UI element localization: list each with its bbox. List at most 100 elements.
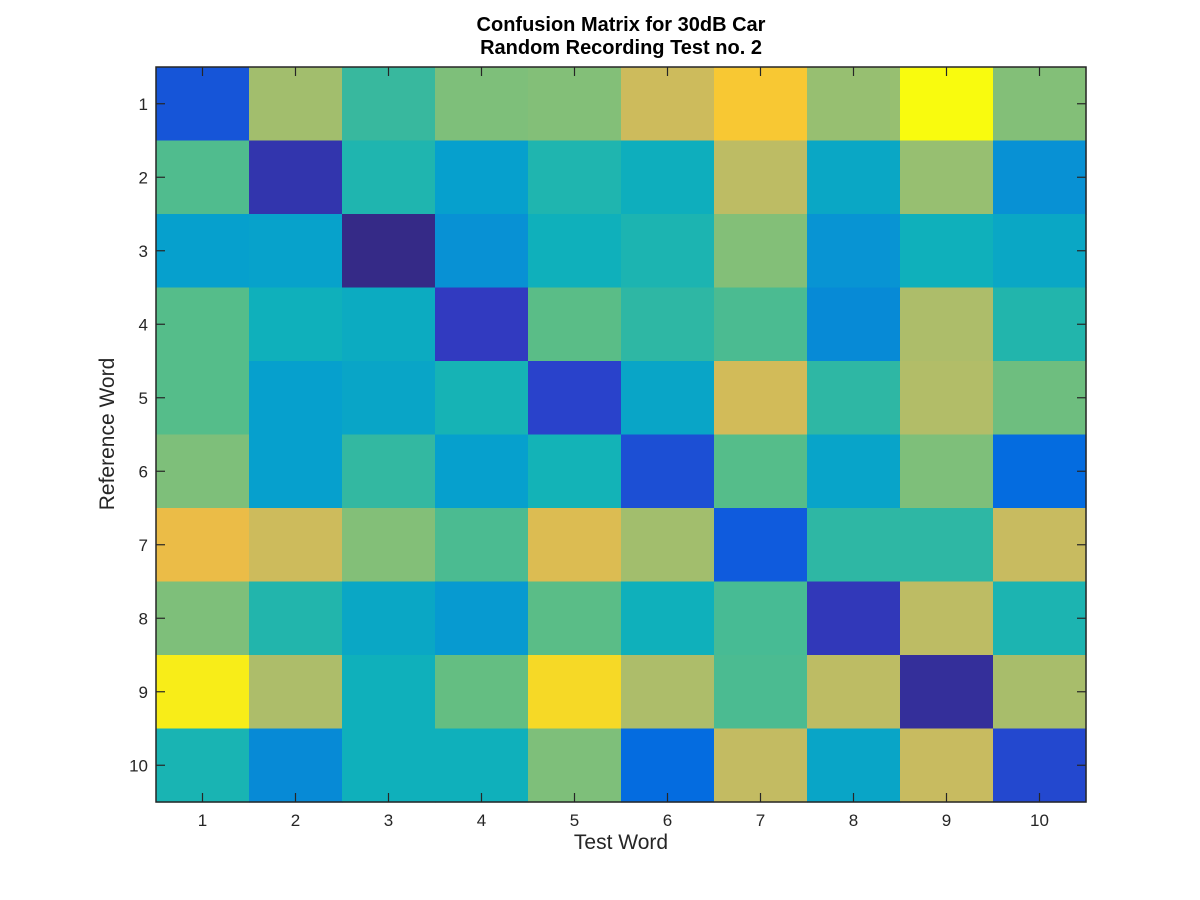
- x-tick-label: 4: [477, 811, 486, 830]
- heatmap-cell-r1-c8: [807, 67, 901, 142]
- x-tick-label: 8: [849, 811, 858, 830]
- heatmap-cell-r10-c10: [993, 728, 1087, 803]
- heatmap-cell-r3-c5: [528, 214, 622, 289]
- heatmap-cell-r5-c8: [807, 361, 901, 436]
- heatmap-cell-r5-c7: [714, 361, 808, 436]
- heatmap-cell-r1-c6: [621, 67, 715, 142]
- heatmap-cell-r5-c10: [993, 361, 1087, 436]
- y-tick-label: 7: [139, 536, 148, 555]
- heatmap-cell-r2-c6: [621, 140, 715, 215]
- y-tick-label: 4: [139, 315, 148, 334]
- heatmap-cell-r8-c9: [900, 581, 994, 656]
- heatmap-cell-r6-c10: [993, 434, 1087, 509]
- heatmap-cell-r2-c4: [435, 140, 529, 215]
- heatmap-cell-r6-c5: [528, 434, 622, 509]
- heatmap-cell-r5-c5: [528, 361, 622, 436]
- heatmap-cell-r7-c7: [714, 508, 808, 583]
- heatmap-cell-r3-c9: [900, 214, 994, 289]
- heatmap-cell-r9-c1: [156, 655, 250, 730]
- x-tick-label: 2: [291, 811, 300, 830]
- heatmap-cell-r9-c4: [435, 655, 529, 730]
- heatmap-cell-r5-c2: [249, 361, 343, 436]
- heatmap-cell-r6-c2: [249, 434, 343, 509]
- heatmap-cell-r4-c5: [528, 287, 622, 362]
- heatmap-cell-r1-c7: [714, 67, 808, 142]
- chart-title-line-2: Random Recording Test no. 2: [480, 37, 762, 59]
- heatmap-cell-r5-c3: [342, 361, 436, 436]
- heatmap-cell-r8-c4: [435, 581, 529, 656]
- heatmap-cell-r8-c8: [807, 581, 901, 656]
- heatmap-cell-r9-c2: [249, 655, 343, 730]
- heatmap-cell-r9-c6: [621, 655, 715, 730]
- heatmap-cell-r3-c6: [621, 214, 715, 289]
- heatmap-cell-r7-c10: [993, 508, 1087, 583]
- y-tick-label: 9: [139, 683, 148, 702]
- heatmap-cell-r3-c3: [342, 214, 436, 289]
- heatmap-cell-r4-c10: [993, 287, 1087, 362]
- heatmap-cell-r4-c2: [249, 287, 343, 362]
- x-tick-label: 7: [756, 811, 765, 830]
- y-tick-labels: 1 2 3 4 5 6 7 8 9 10: [129, 95, 148, 776]
- heatmap-cell-r1-c5: [528, 67, 622, 142]
- heatmap-cell-r4-c7: [714, 287, 808, 362]
- heatmap-cell-r10-c9: [900, 728, 994, 803]
- y-tick-label: 10: [129, 756, 148, 775]
- heatmap-cell-r8-c10: [993, 581, 1087, 656]
- heatmap-cell-r6-c8: [807, 434, 901, 509]
- heatmap-cell-r6-c7: [714, 434, 808, 509]
- heatmap-cell-r2-c2: [249, 140, 343, 215]
- heatmap-cell-r6-c6: [621, 434, 715, 509]
- heatmap-cell-r2-c9: [900, 140, 994, 215]
- x-tick-labels: 1 2 3 4 5 6 7 8 9 10: [198, 811, 1049, 830]
- heatmap-cell-r8-c6: [621, 581, 715, 656]
- y-tick-label: 2: [139, 168, 148, 187]
- x-tick-label: 3: [384, 811, 393, 830]
- heatmap-cell-r10-c2: [249, 728, 343, 803]
- heatmap-cell-r3-c4: [435, 214, 529, 289]
- heatmap-cell-r2-c10: [993, 140, 1087, 215]
- y-axis-label: Reference Word: [96, 358, 119, 511]
- heatmap-cell-r2-c7: [714, 140, 808, 215]
- heatmap-cell-r10-c7: [714, 728, 808, 803]
- heatmap-cell-r9-c8: [807, 655, 901, 730]
- x-tick-label: 1: [198, 811, 207, 830]
- heatmap-cell-r4-c3: [342, 287, 436, 362]
- heatmap-cell-r3-c2: [249, 214, 343, 289]
- heatmap-cell-r4-c4: [435, 287, 529, 362]
- heatmap-cell-r9-c10: [993, 655, 1087, 730]
- heatmap-cell-r8-c7: [714, 581, 808, 656]
- heatmap-cell-r8-c1: [156, 581, 250, 656]
- plot-area-frame: [155, 66, 1087, 803]
- heatmap-cell-r1-c10: [993, 67, 1087, 142]
- heatmap-cell-r4-c9: [900, 287, 994, 362]
- heatmap-cell-r4-c1: [156, 287, 250, 362]
- heatmap-cell-r7-c1: [156, 508, 250, 583]
- heatmap-cell-r7-c2: [249, 508, 343, 583]
- heatmap-cell-r10-c8: [807, 728, 901, 803]
- heatmap-cell-r10-c6: [621, 728, 715, 803]
- heatmap-cell-r6-c3: [342, 434, 436, 509]
- heatmap-cell-r2-c1: [156, 140, 250, 215]
- heatmap-cell-r4-c6: [621, 287, 715, 362]
- heatmap-cell-r7-c6: [621, 508, 715, 583]
- heatmap-cell-r2-c8: [807, 140, 901, 215]
- heatmap-cell-r7-c4: [435, 508, 529, 583]
- heatmap-cell-r1-c1: [156, 67, 250, 142]
- heatmap-cells: [156, 67, 1087, 803]
- heatmap-cell-r7-c8: [807, 508, 901, 583]
- heatmap-cell-r10-c4: [435, 728, 529, 803]
- heatmap-cell-r1-c2: [249, 67, 343, 142]
- heatmap-cell-r10-c1: [156, 728, 250, 803]
- x-tick-label: 5: [570, 811, 579, 830]
- x-tick-label: 9: [942, 811, 951, 830]
- heatmap-cell-r8-c3: [342, 581, 436, 656]
- heatmap-cell-r9-c9: [900, 655, 994, 730]
- y-tick-label: 8: [139, 609, 148, 628]
- heatmap-cell-r8-c5: [528, 581, 622, 656]
- x-tick-label: 6: [663, 811, 672, 830]
- heatmap-cell-r6-c9: [900, 434, 994, 509]
- heatmap-cell-r6-c4: [435, 434, 529, 509]
- heatmap-cell-r10-c5: [528, 728, 622, 803]
- y-tick-label: 6: [139, 462, 148, 481]
- heatmap-cell-r4-c8: [807, 287, 901, 362]
